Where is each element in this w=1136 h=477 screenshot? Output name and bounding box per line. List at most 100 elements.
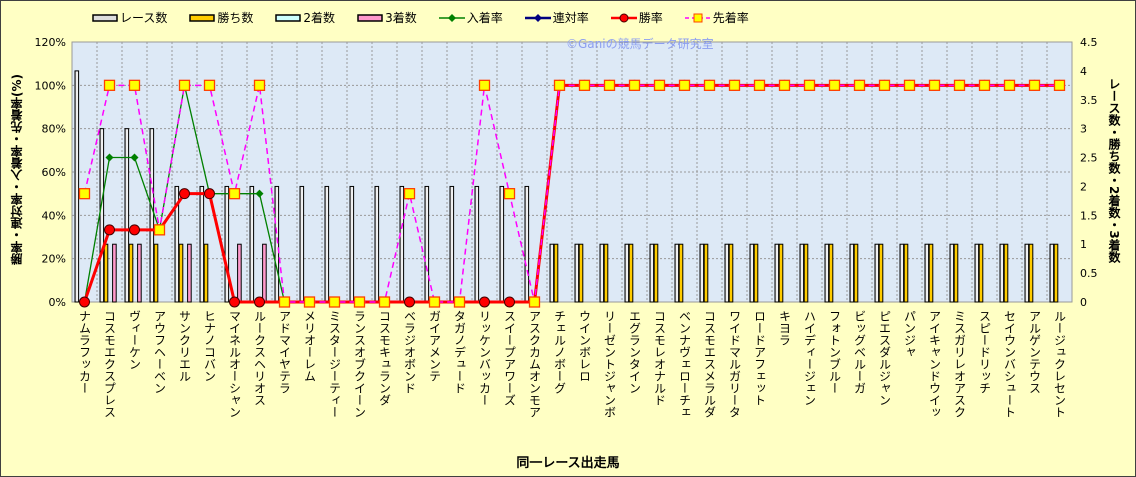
- bar-レース数: [99, 128, 105, 303]
- point-先着率: [603, 79, 616, 91]
- bar-勝ち数: [678, 243, 684, 303]
- point-先着率: [753, 79, 766, 91]
- bar-レース数: [849, 243, 855, 303]
- point-先着率: [828, 79, 841, 91]
- x-tick-label: アドマイヤテラ: [277, 310, 292, 394]
- x-tick-label: ベンナヴェローチェ: [677, 310, 692, 418]
- legend-item: 入着率: [438, 9, 503, 26]
- bar-勝ち数: [778, 243, 784, 303]
- bar-勝ち数: [928, 243, 934, 303]
- bar-レース数: [649, 243, 655, 303]
- x-tick-label: ハイディージェン: [802, 310, 817, 406]
- y2-tick-label: 0: [1080, 296, 1087, 309]
- bar-勝ち数: [103, 243, 109, 303]
- point-入着率: [255, 189, 264, 198]
- legend-label: 勝ち数: [217, 11, 254, 25]
- legend-label: 勝率: [638, 11, 663, 25]
- x-tick-label: リッケンバッカー: [477, 310, 492, 406]
- bar-勝ち数: [203, 243, 209, 303]
- bar-勝ち数: [628, 243, 634, 303]
- point-勝率: [204, 188, 215, 200]
- point-先着率: [1003, 79, 1016, 91]
- bar-3着数: [262, 243, 267, 303]
- legend-swatch-icon: [524, 13, 551, 22]
- bar-勝ち数: [853, 243, 859, 303]
- point-先着率: [453, 296, 466, 308]
- point-勝率: [404, 296, 415, 308]
- bar-3着数: [112, 243, 117, 303]
- bar-レース数: [499, 185, 505, 303]
- point-先着率: [553, 79, 566, 91]
- x-tick-label: ビッグベルーガ: [852, 310, 867, 394]
- point-先着率: [1028, 79, 1041, 91]
- bar-レース数: [774, 243, 780, 303]
- bar-レース数: [174, 185, 180, 303]
- x-tick-label: スピードリッチ: [977, 310, 992, 394]
- bar-レース数: [699, 243, 705, 303]
- bar-レース数: [824, 243, 830, 303]
- watermark: ©Ganiの競馬データ研究室: [566, 37, 714, 51]
- x-tick-label: ルージュクレセント: [1052, 310, 1067, 418]
- point-勝率: [254, 296, 265, 308]
- point-先着率: [803, 79, 816, 91]
- legend-swatch-icon: [92, 13, 118, 22]
- x-tick-label: ピエスダルジャン: [877, 310, 892, 406]
- bar-レース数: [524, 185, 530, 303]
- y-axis-label: 勝率・連対率・入着率・先着率(%): [10, 74, 24, 266]
- point-先着率: [928, 79, 941, 91]
- legend-item: レース数: [92, 9, 167, 26]
- bar-レース数: [324, 185, 330, 303]
- x-tick-label: エグランタイン: [627, 310, 642, 394]
- x-tick-label: アスクカムオンモア: [527, 310, 542, 418]
- x-tick-label: ヒナノコバン: [202, 310, 217, 382]
- bar-勝ち数: [153, 243, 159, 303]
- bar-レース数: [349, 185, 355, 303]
- point-先着率: [1053, 79, 1066, 91]
- bar-レース数: [399, 185, 405, 303]
- y-tick-label: 0%: [49, 296, 66, 309]
- bar-レース数: [724, 243, 730, 303]
- x-tick-label: アイキャンドウイッ: [927, 310, 942, 418]
- point-先着率: [203, 79, 216, 91]
- bar-勝ち数: [1053, 243, 1059, 303]
- y2-tick-label: 1.5: [1080, 209, 1098, 222]
- y-tick-label: 100%: [35, 79, 66, 92]
- point-先着率: [528, 296, 541, 308]
- bar-レース数: [249, 185, 255, 303]
- point-先着率: [778, 79, 791, 91]
- bar-3着数: [137, 243, 142, 303]
- legend-swatch-icon: [610, 13, 637, 22]
- point-勝率: [504, 296, 515, 308]
- x-tick-label: ウインボレロ: [577, 310, 592, 382]
- y2-tick-label: 4.5: [1080, 36, 1098, 49]
- x-tick-label: コスモキュランダ: [377, 310, 392, 406]
- point-入着率: [130, 153, 139, 162]
- legend-swatch-icon: [438, 13, 465, 22]
- x-tick-label: コスモエクスプレス: [102, 310, 117, 418]
- bar-勝ち数: [953, 243, 959, 303]
- y2-axis-label: レース数・勝ち数・2着数・3着数: [1107, 77, 1121, 263]
- point-先着率: [628, 79, 641, 91]
- bar-レース数: [374, 185, 380, 303]
- x-tick-label: ランスオブクイーン: [352, 310, 367, 418]
- bar-レース数: [799, 243, 805, 303]
- bar-レース数: [224, 185, 230, 303]
- bar-レース数: [199, 185, 205, 303]
- x-tick-label: ミスガリレオアスク: [952, 310, 967, 418]
- legend-item: 連対率: [524, 9, 589, 26]
- bar-レース数: [974, 243, 980, 303]
- point-勝率: [179, 188, 190, 200]
- point-先着率: [103, 79, 116, 91]
- point-先着率: [328, 296, 341, 308]
- point-勝率: [129, 224, 140, 236]
- x-tick-label: メリオーレム: [302, 310, 317, 382]
- x-tick-label: ヴィーケン: [127, 310, 142, 370]
- x-tick-label: ベラジオボンド: [402, 310, 417, 394]
- y2-tick-label: 0.5: [1080, 267, 1098, 280]
- point-先着率: [353, 296, 366, 308]
- bar-レース数: [1024, 243, 1030, 303]
- y-tick-label: 20%: [42, 253, 66, 266]
- legend-item: 3着数: [357, 9, 417, 26]
- bar-レース数: [124, 128, 130, 303]
